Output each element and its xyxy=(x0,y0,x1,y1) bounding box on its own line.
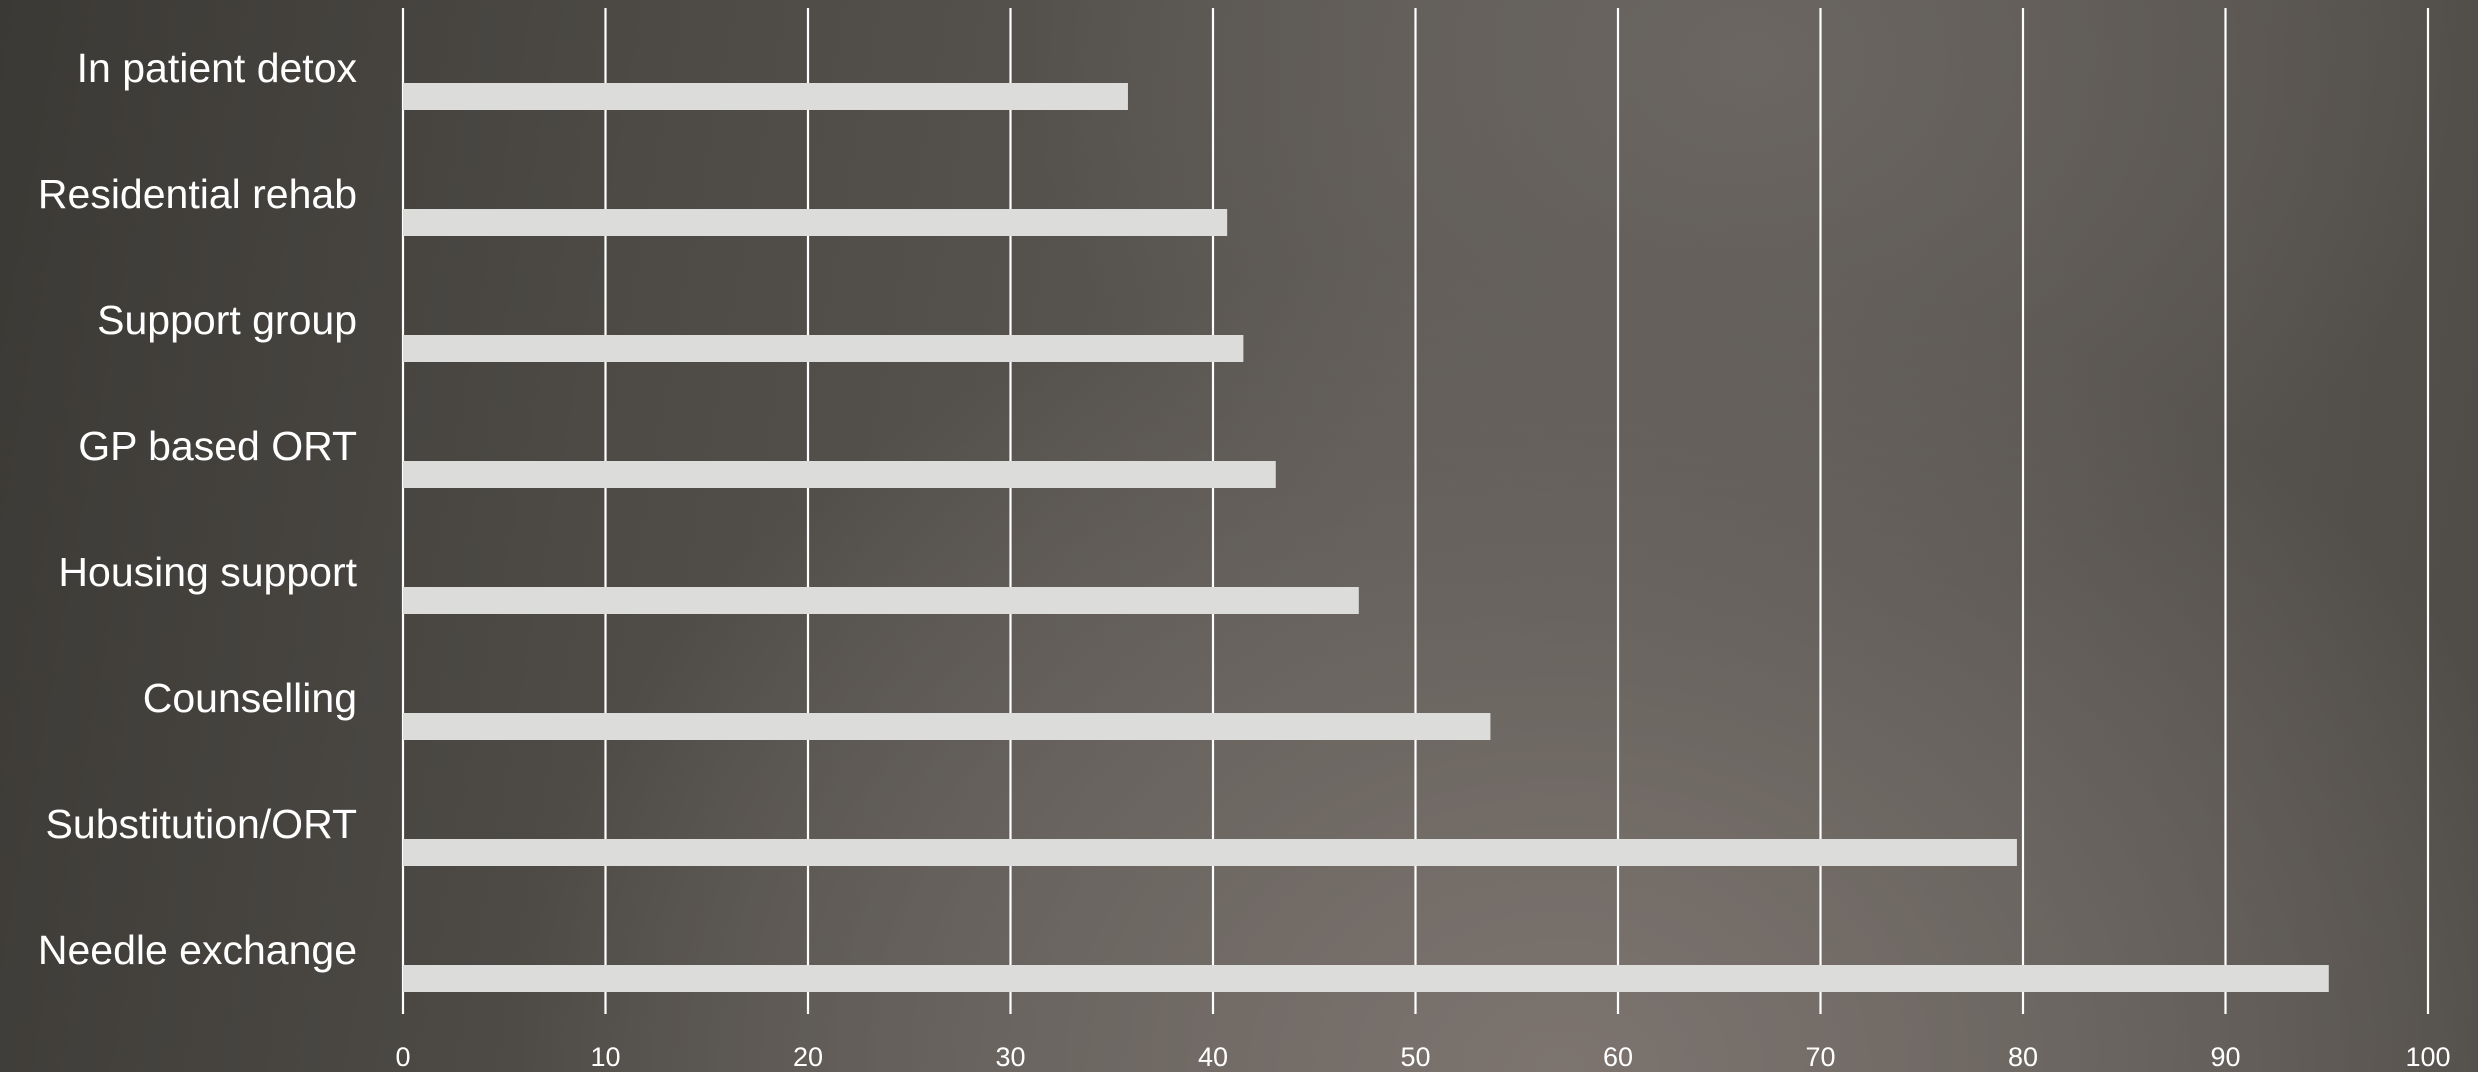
x-tick-label: 30 xyxy=(995,1042,1025,1072)
category-labels: In patient detox Residential rehab Support… xyxy=(38,45,358,973)
bar xyxy=(403,839,2017,866)
bar xyxy=(403,209,1228,236)
category-label: Substitution/ORT xyxy=(46,801,357,847)
x-tick-label: 0 xyxy=(395,1042,410,1072)
x-tick-label: 20 xyxy=(793,1042,823,1072)
bar xyxy=(403,335,1244,362)
category-label: Counselling xyxy=(143,675,357,721)
x-tick-label: 80 xyxy=(2008,1042,2038,1072)
category-label: Residential rehab xyxy=(38,171,357,217)
x-axis-tick-labels: 0 10 20 30 40 50 60 70 80 90 100 xyxy=(395,1042,2450,1072)
x-tick-label: 40 xyxy=(1198,1042,1228,1072)
category-label: Housing support xyxy=(58,549,357,595)
category-label: Support group xyxy=(97,297,357,343)
chart-gridlines xyxy=(401,8,2430,1014)
category-label: GP based ORT xyxy=(78,423,357,469)
bar xyxy=(403,965,2329,992)
chart-bars xyxy=(403,83,2329,992)
bar xyxy=(403,713,1491,740)
bar xyxy=(403,587,1359,614)
x-tick-label: 10 xyxy=(590,1042,620,1072)
bar xyxy=(403,461,1276,488)
category-label: In patient detox xyxy=(77,45,358,91)
x-tick-label: 50 xyxy=(1400,1042,1430,1072)
x-tick-label: 60 xyxy=(1603,1042,1633,1072)
x-tick-label: 100 xyxy=(2405,1042,2450,1072)
x-tick-label: 90 xyxy=(2210,1042,2240,1072)
category-label: Needle exchange xyxy=(38,927,357,973)
x-tick-label: 70 xyxy=(1805,1042,1835,1072)
bar xyxy=(403,83,1128,110)
